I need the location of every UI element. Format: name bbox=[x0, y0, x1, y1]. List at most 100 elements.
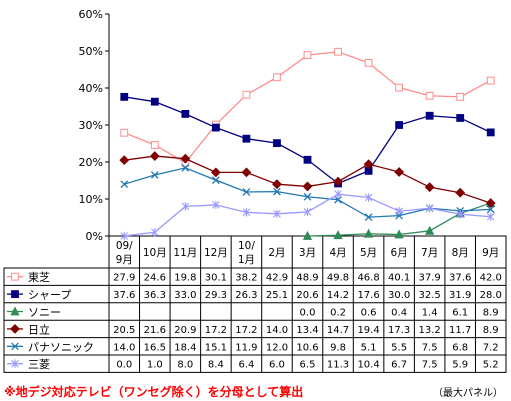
series-3-table-value: 13.4 bbox=[296, 325, 318, 336]
series-1-point bbox=[395, 121, 404, 129]
series-1-point bbox=[150, 97, 159, 106]
series-2-table-value: 0.4 bbox=[391, 308, 407, 319]
series-0-legend-label: 東芝 bbox=[28, 271, 50, 284]
series-1-legend-label: シャープ bbox=[28, 289, 71, 302]
series-0-table-value: 24.6 bbox=[144, 273, 166, 284]
series-5-table-value: 0.0 bbox=[116, 360, 132, 371]
series-1-point bbox=[486, 128, 495, 137]
series-3-point bbox=[119, 155, 130, 166]
series-3-point bbox=[180, 153, 191, 164]
source-note: （最大パネル） bbox=[433, 388, 503, 399]
series-2-table-value: 0.6 bbox=[361, 308, 377, 319]
series-2-table-value: 0.2 bbox=[330, 308, 346, 319]
series-5-point bbox=[273, 209, 281, 218]
series-3-table-value: 19.4 bbox=[357, 325, 379, 336]
series-0-table-value: 40.1 bbox=[388, 273, 410, 284]
series-0-point bbox=[120, 128, 129, 137]
y-tick-label: 20% bbox=[79, 156, 103, 169]
series-0-point bbox=[303, 51, 312, 59]
series-1-table-value: 29.3 bbox=[205, 290, 227, 301]
series-2-table-value: 8.9 bbox=[483, 308, 499, 319]
series-1-table-value: 26.3 bbox=[235, 290, 257, 301]
series-5-table-value: 6.7 bbox=[391, 360, 407, 371]
series-5-point bbox=[486, 212, 495, 221]
series-0-point bbox=[334, 47, 342, 56]
y-tick-label: 0% bbox=[86, 230, 103, 243]
series-4-table-value: 9.8 bbox=[330, 342, 346, 353]
series-4-point bbox=[150, 171, 159, 179]
footnote: ※地デジ対応テレビ（ワンセグ除く）を分母として算出 bbox=[4, 385, 304, 399]
series-1-table-value: 36.3 bbox=[144, 290, 166, 301]
series-3-table-value: 21.6 bbox=[144, 325, 166, 336]
series-0-point bbox=[456, 92, 465, 101]
series-4-legend-marker bbox=[11, 342, 19, 351]
series-5-point bbox=[151, 228, 159, 237]
series-5-point bbox=[425, 204, 434, 213]
series-1-table-value: 28.0 bbox=[480, 290, 502, 301]
series-0-point bbox=[395, 83, 404, 92]
series-3-point bbox=[424, 182, 435, 193]
series-0-table-value: 30.1 bbox=[205, 273, 227, 284]
category-label: 10/ bbox=[238, 240, 255, 252]
series-3-table-value: 14.7 bbox=[327, 325, 349, 336]
series-1-point bbox=[181, 110, 190, 118]
series-2-point bbox=[394, 229, 404, 239]
series-4-table-value: 7.5 bbox=[422, 342, 438, 353]
series-5-table-value: 7.5 bbox=[422, 360, 438, 371]
series-4-point bbox=[364, 213, 373, 221]
series-5-point bbox=[212, 200, 220, 210]
series-1-table-value: 25.1 bbox=[266, 290, 288, 301]
series-3-table-value: 14.0 bbox=[266, 325, 288, 336]
series-3-table-value: 8.9 bbox=[483, 325, 499, 336]
series-3-point bbox=[302, 181, 313, 192]
series-5-point bbox=[364, 193, 373, 202]
category-label: 1月 bbox=[238, 254, 255, 266]
series-2-legend-marker bbox=[10, 306, 20, 316]
series-0-table-value: 42.9 bbox=[266, 273, 288, 284]
series-3-legend-label: 日立 bbox=[28, 322, 50, 336]
series-4-table-value: 6.8 bbox=[452, 342, 468, 353]
series-5-table-value: 6.4 bbox=[238, 360, 254, 371]
series-1-point bbox=[273, 139, 281, 148]
y-tick-label: 60% bbox=[79, 8, 103, 21]
series-0-table-value: 49.8 bbox=[327, 273, 349, 284]
series-1-table-value: 37.6 bbox=[113, 290, 135, 301]
series-5-point bbox=[456, 209, 464, 219]
series-3-point bbox=[455, 187, 466, 198]
series-3-table-value: 11.7 bbox=[449, 325, 471, 336]
series-1-table-value: 17.6 bbox=[357, 290, 379, 301]
series-0-table-value: 37.6 bbox=[449, 273, 471, 284]
series-1-table-value: 32.5 bbox=[419, 290, 441, 301]
series-0-table-value: 38.2 bbox=[235, 273, 257, 284]
series-0-line bbox=[124, 51, 492, 164]
series-4-table-value: 10.6 bbox=[296, 342, 318, 353]
series-4-table-value: 18.4 bbox=[174, 342, 196, 353]
series-5-table-value: 5.9 bbox=[452, 360, 468, 371]
series-5-point bbox=[334, 189, 342, 199]
series-3-table-value: 20.9 bbox=[174, 325, 196, 336]
series-4-table-value: 5.5 bbox=[391, 342, 407, 353]
series-2-point bbox=[333, 230, 343, 240]
series-0-point bbox=[486, 76, 495, 85]
series-4-point bbox=[181, 164, 190, 172]
series-3-point bbox=[363, 159, 374, 170]
series-0-table-value: 46.8 bbox=[357, 273, 379, 284]
series-3-point bbox=[210, 167, 221, 178]
series-5-point bbox=[395, 207, 403, 216]
series-1-table-value: 30.0 bbox=[388, 290, 410, 301]
series-0-point bbox=[150, 141, 159, 149]
series-1-point bbox=[456, 114, 465, 122]
series-4-point bbox=[486, 205, 495, 214]
series-1-line bbox=[124, 96, 492, 185]
series-0-table-value: 19.8 bbox=[174, 273, 196, 284]
category-label: 4月 bbox=[329, 247, 346, 259]
y-tick-label: 40% bbox=[79, 82, 103, 95]
series-0-table-value: 48.9 bbox=[296, 273, 318, 284]
category-label: 6月 bbox=[391, 247, 408, 259]
series-1-table-value: 14.2 bbox=[327, 290, 349, 301]
series-1-point bbox=[120, 92, 129, 101]
series-3-point bbox=[149, 151, 160, 161]
series-0-point bbox=[273, 73, 281, 82]
series-4-table-value: 5.1 bbox=[361, 342, 377, 353]
